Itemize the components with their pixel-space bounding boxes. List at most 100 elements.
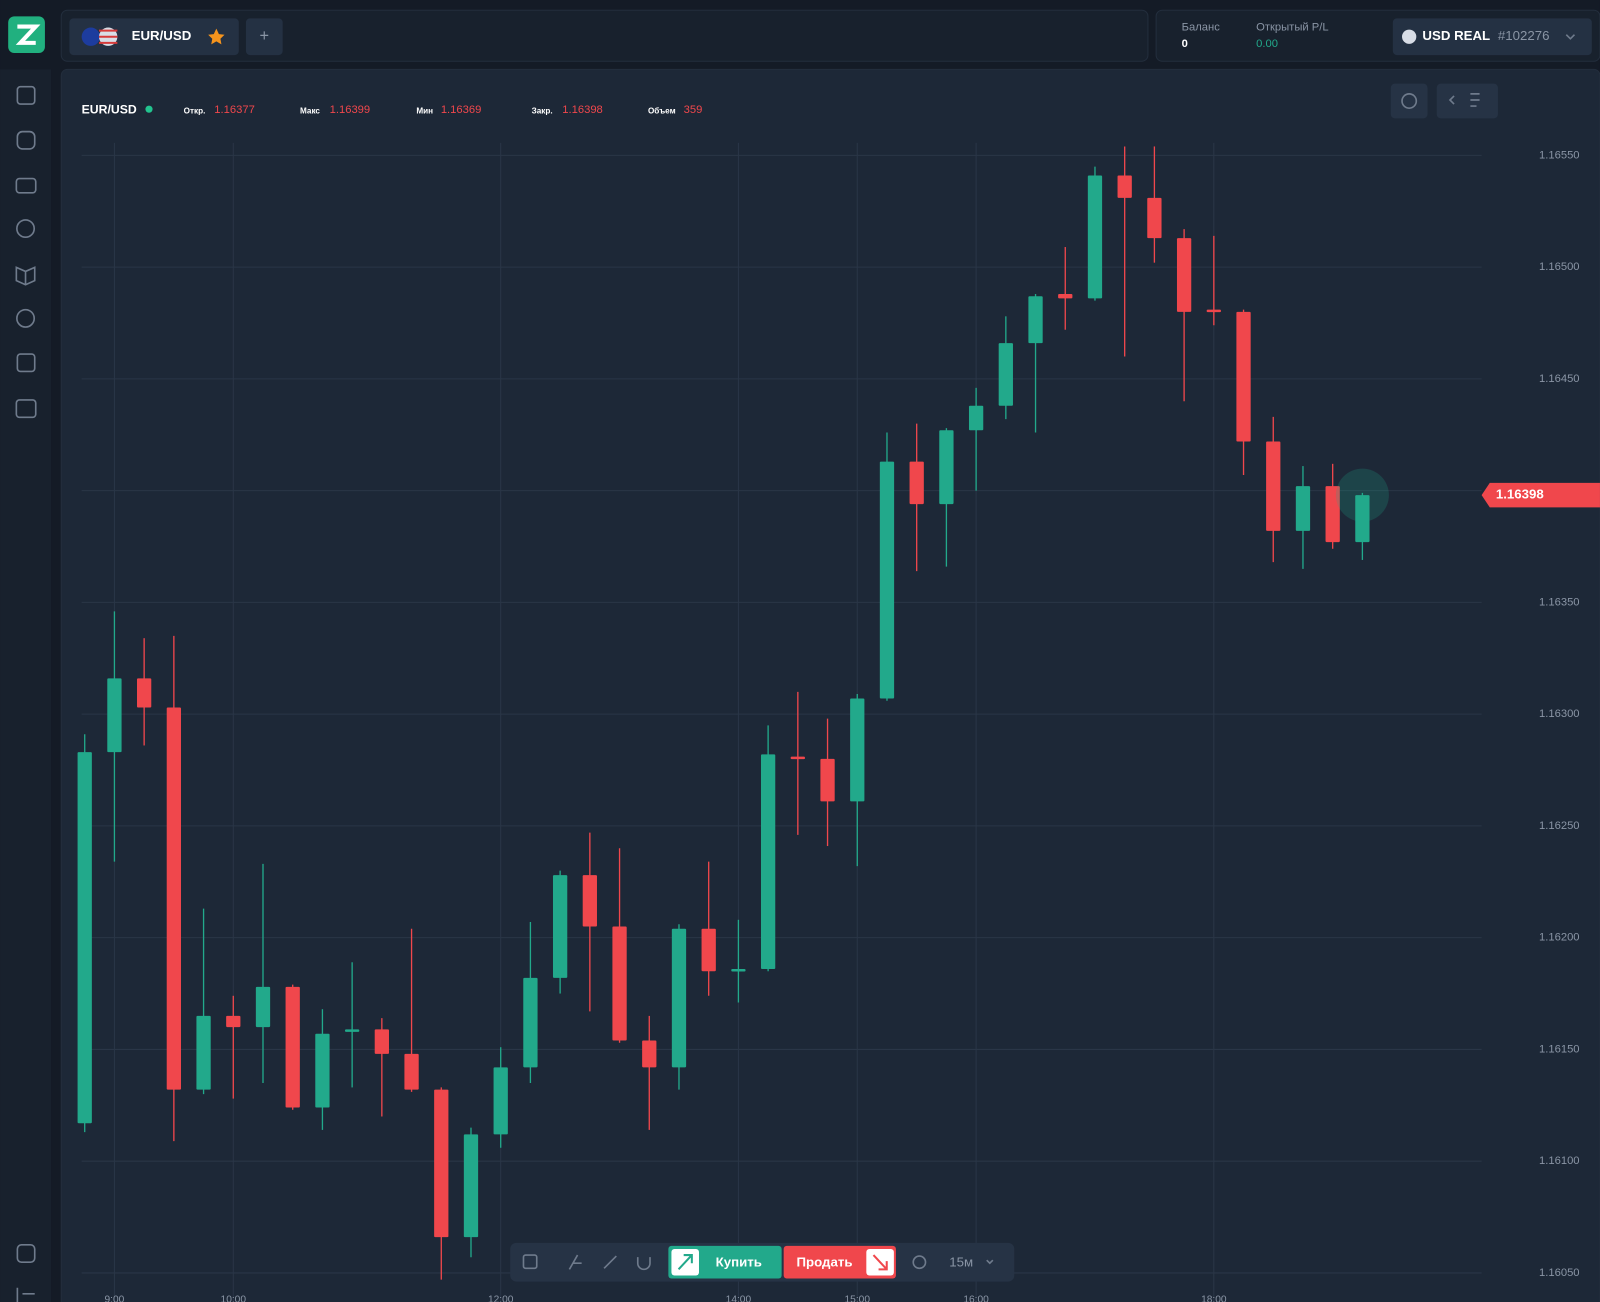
x-tick-label: 9:00 xyxy=(105,1295,125,1302)
legend-volume-value: 359 xyxy=(684,104,703,116)
indicator-button[interactable] xyxy=(1390,83,1428,119)
account-type: USD REAL xyxy=(1422,28,1490,43)
symbol-tab[interactable] xyxy=(69,18,239,56)
last-price-tag xyxy=(1481,482,1600,508)
timeframe-chevron xyxy=(986,1259,994,1265)
balance-label: Баланс xyxy=(1182,22,1221,34)
x-tick-label: 12:00 xyxy=(488,1295,514,1302)
icon-analytics[interactable] xyxy=(16,130,36,150)
x-tick-label: 15:00 xyxy=(845,1295,871,1302)
last-price-label: 1.16398 xyxy=(1496,487,1544,502)
tab-symbol: EUR/USD xyxy=(132,28,192,43)
favorite-star[interactable] xyxy=(208,28,225,45)
candle-body xyxy=(582,875,597,927)
live-dot xyxy=(145,105,153,113)
chart-panel xyxy=(60,68,1600,1302)
timeframe-label[interactable]: 15м xyxy=(949,1255,973,1270)
candle-body xyxy=(463,1134,479,1238)
candle-body xyxy=(77,752,92,1124)
candle-body xyxy=(760,754,776,969)
legend-close-label: Закр. xyxy=(532,106,553,115)
candle-body xyxy=(315,1033,330,1108)
icon-news[interactable] xyxy=(16,353,36,373)
candle-body xyxy=(285,986,300,1108)
candle-body xyxy=(1176,238,1192,312)
candle-body xyxy=(1058,293,1073,299)
candle-body xyxy=(404,1053,419,1090)
candle-body xyxy=(1147,197,1162,239)
candle-body xyxy=(790,756,805,760)
sell-label: Продать xyxy=(797,1255,853,1270)
tool-settings[interactable] xyxy=(912,1255,927,1270)
add-tab-label: + xyxy=(260,27,270,45)
balance-value: 0 xyxy=(1182,38,1188,50)
y-tick-label: 1.16450 xyxy=(1539,373,1580,385)
tab-bar xyxy=(60,9,1149,62)
y-tick-label: 1.16200 xyxy=(1539,932,1580,944)
candle-body xyxy=(909,461,924,505)
candle-body xyxy=(1117,175,1132,198)
candle-body xyxy=(1236,311,1251,442)
flag-us-stripes xyxy=(99,29,118,44)
candle-body xyxy=(523,977,538,1068)
y-tick-label: 1.16300 xyxy=(1539,708,1580,720)
candle-body xyxy=(850,698,865,802)
candle-body xyxy=(879,461,895,699)
legend-open-value: 1.16377 xyxy=(214,104,255,116)
tool-layout[interactable] xyxy=(522,1254,538,1270)
legend-open-label: Откр. xyxy=(184,106,206,115)
legend-symbol: EUR/USD xyxy=(82,102,137,116)
plot: 1.165501.165001.164501.164001.163501.163… xyxy=(77,142,1600,1302)
panel-toggle-icon xyxy=(1448,93,1480,107)
add-tab-button[interactable] xyxy=(245,18,283,56)
y-tick-label: 1.16500 xyxy=(1539,261,1580,273)
y-tick-label: 1.16150 xyxy=(1539,1043,1580,1055)
tool-draw[interactable] xyxy=(603,1255,617,1269)
order-toolbar: Купить Продать 15м xyxy=(510,1242,1015,1282)
account-flag xyxy=(1402,29,1417,44)
legend-low-label: Мин xyxy=(416,106,433,115)
icon-portfolio[interactable] xyxy=(15,177,37,194)
candle-body xyxy=(196,1015,211,1090)
tool-indicators[interactable] xyxy=(568,1254,582,1270)
tool-magnet[interactable] xyxy=(636,1257,651,1271)
y-tick-label: 1.16550 xyxy=(1539,149,1580,161)
sidebar xyxy=(0,69,52,1302)
legend-high-value: 1.16399 xyxy=(330,104,371,116)
panel-toggle-button[interactable] xyxy=(1436,83,1498,119)
indicator-icon xyxy=(1401,93,1418,109)
icon-history[interactable] xyxy=(16,219,36,239)
icon-settings[interactable] xyxy=(16,308,36,328)
legend-high-label: Макс xyxy=(300,106,320,115)
icon-logout[interactable] xyxy=(16,1287,35,1302)
candle-body xyxy=(344,1029,360,1032)
candle-body xyxy=(642,1040,657,1068)
icon-panel[interactable] xyxy=(16,1244,36,1264)
candle-body xyxy=(1028,296,1043,344)
flag-eu xyxy=(81,27,101,46)
candle-body xyxy=(137,678,152,708)
candle-body xyxy=(1206,309,1221,313)
icon-chart[interactable] xyxy=(16,85,36,105)
candle-body xyxy=(939,430,954,505)
candle-body xyxy=(1087,175,1103,299)
legend-low-value: 1.16369 xyxy=(441,104,482,116)
icon-calendar[interactable] xyxy=(15,399,37,419)
candle-body xyxy=(1266,441,1281,531)
x-tick-label: 18:00 xyxy=(1201,1295,1227,1302)
candle-body xyxy=(1355,495,1370,543)
candle-body xyxy=(255,986,271,1028)
x-tick-label: 10:00 xyxy=(221,1295,247,1302)
account-chevron xyxy=(1565,34,1576,40)
candle-body xyxy=(166,707,181,1090)
candle-body xyxy=(1295,486,1311,531)
y-tick-label: 1.16050 xyxy=(1539,1267,1580,1279)
buy-icon xyxy=(677,1254,693,1271)
candle-body xyxy=(552,875,568,978)
candle-body xyxy=(968,405,984,431)
y-tick-label: 1.16250 xyxy=(1539,820,1580,832)
y-tick-label: 1.16100 xyxy=(1539,1155,1580,1167)
account-selector[interactable] xyxy=(1392,18,1592,56)
logo-mark xyxy=(15,24,41,45)
icon-education[interactable] xyxy=(15,266,36,286)
